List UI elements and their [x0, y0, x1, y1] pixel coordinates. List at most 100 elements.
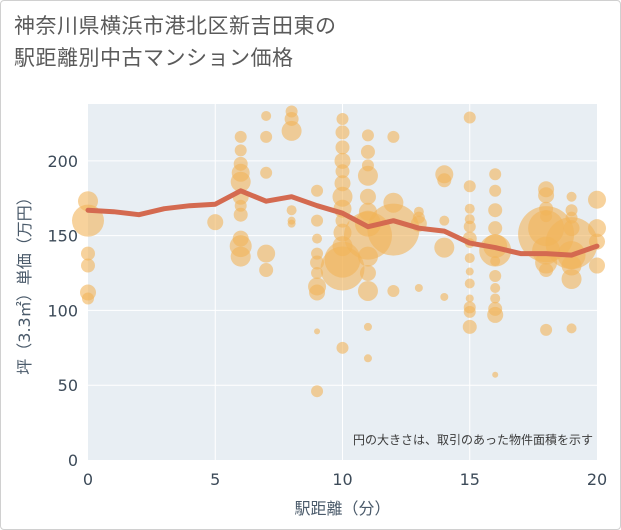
data-bubble	[311, 247, 324, 260]
data-bubble	[387, 284, 400, 297]
data-bubble	[489, 270, 502, 283]
data-bubble	[207, 214, 224, 231]
bubble-layer	[72, 105, 606, 398]
data-bubble	[335, 140, 350, 155]
data-bubble	[540, 323, 553, 336]
x-axis-title: 駅距離（分）	[294, 499, 390, 518]
data-bubble	[540, 210, 553, 223]
data-bubble	[286, 205, 297, 216]
x-tick-label: 10	[332, 470, 352, 489]
data-bubble	[488, 203, 503, 218]
data-bubble	[538, 187, 555, 204]
data-bubble	[492, 371, 499, 378]
data-bubble	[310, 255, 325, 270]
x-tick-label: 0	[83, 470, 93, 489]
data-bubble	[463, 180, 476, 193]
data-bubble	[588, 190, 606, 209]
data-bubble	[234, 130, 247, 143]
data-bubble	[465, 294, 474, 303]
data-bubble	[437, 173, 452, 188]
data-bubble	[332, 236, 353, 257]
data-bubble	[260, 130, 273, 143]
data-bubble	[566, 323, 577, 334]
data-bubble	[357, 165, 378, 186]
data-bubble	[589, 257, 605, 274]
data-bubble	[234, 144, 247, 157]
data-bubble	[464, 214, 475, 225]
data-bubble	[359, 188, 376, 205]
data-bubble	[563, 220, 580, 237]
data-bubble	[311, 267, 324, 280]
data-bubble	[490, 256, 501, 267]
trend-line	[85, 188, 600, 258]
bubble-size-note: 円の大きさは、取引のあった物件面積を示す	[353, 432, 593, 447]
data-bubble	[488, 301, 503, 316]
chart-title: 神奈川県横浜市港北区新吉田東の 駅距離別中古マンション価格	[14, 10, 337, 74]
data-bubble	[357, 280, 378, 301]
data-bubble	[357, 246, 378, 267]
y-axis-ticks: 0 50 100 150 200	[47, 152, 78, 470]
data-bubble	[440, 292, 449, 301]
data-bubble	[358, 202, 377, 221]
data-bubble	[464, 203, 475, 214]
data-bubble	[413, 206, 424, 217]
data-bubble	[465, 267, 474, 276]
data-bubble	[439, 215, 450, 226]
data-bubble	[464, 253, 475, 264]
y-tick-label: 100	[47, 301, 78, 320]
data-bubble	[566, 191, 577, 202]
x-axis-ticks: 0 5 10 15 20	[83, 470, 607, 489]
data-bubble	[233, 156, 248, 171]
data-bubble	[434, 237, 455, 258]
data-bubble	[363, 322, 372, 331]
data-bubble	[324, 241, 361, 278]
data-bubble	[334, 175, 351, 192]
data-bubble	[281, 120, 302, 141]
y-axis-title: 坪（3.3㎡）単価（万円）	[15, 189, 34, 374]
data-bubble	[81, 246, 95, 261]
x-tick-label: 5	[210, 470, 220, 489]
data-bubble	[539, 263, 554, 278]
x-tick-label: 20	[587, 470, 607, 489]
data-bubble	[588, 219, 606, 238]
data-bubble	[336, 341, 349, 354]
data-bubble	[234, 199, 247, 212]
data-bubble	[81, 258, 95, 273]
y-tick-label: 0	[68, 451, 78, 470]
data-bubble	[363, 354, 372, 363]
data-bubble	[336, 112, 349, 125]
data-bubble	[82, 292, 94, 305]
y-tick-label: 200	[47, 152, 78, 171]
data-bubble	[361, 159, 374, 172]
data-bubble	[490, 293, 501, 304]
data-bubble	[334, 152, 351, 169]
data-bubble	[488, 221, 503, 236]
data-bubble	[359, 265, 376, 282]
data-bubble	[78, 191, 98, 212]
data-bubble	[528, 210, 565, 247]
data-bubble	[233, 207, 248, 222]
data-bubble	[387, 130, 400, 143]
data-bubble	[259, 263, 274, 278]
data-bubble	[335, 164, 350, 179]
chart-title-line-1: 神奈川県横浜市港北区新吉田東の	[14, 14, 337, 38]
data-bubble	[565, 211, 578, 224]
data-bubble	[261, 110, 272, 121]
data-bubble	[260, 166, 273, 179]
data-bubble	[414, 283, 423, 292]
data-bubble	[333, 223, 352, 242]
data-bubble	[464, 278, 475, 289]
data-bubble	[312, 233, 323, 244]
data-bubble	[230, 246, 251, 267]
data-bubble	[285, 105, 298, 118]
data-bubble	[489, 184, 502, 197]
data-bubble	[314, 328, 321, 335]
data-bubble	[561, 269, 582, 290]
data-bubble	[257, 244, 276, 263]
data-bubble	[360, 144, 375, 159]
data-bubble	[311, 385, 324, 398]
data-bubble	[383, 192, 404, 213]
data-bubble	[490, 282, 501, 293]
data-bubble	[335, 125, 350, 140]
